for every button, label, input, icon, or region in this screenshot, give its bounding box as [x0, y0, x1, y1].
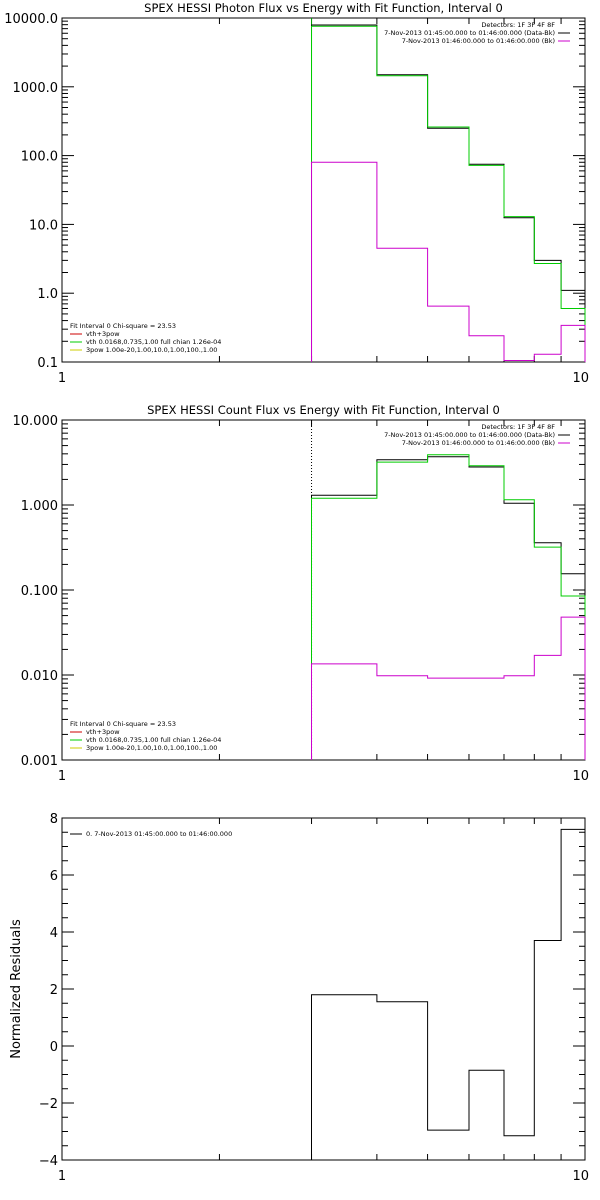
- y-tick-label: 0.100: [21, 584, 58, 599]
- legend-entry: vth 0.0168,0.735,1.00 full chian 1.26e-0…: [86, 338, 221, 346]
- y-tick-label: 1.000: [21, 499, 58, 514]
- y-tick-label: −2: [39, 1097, 58, 1112]
- y-tick-label: 0.001: [21, 754, 58, 769]
- series-1-steps: [311, 24, 586, 362]
- y-tick-label: 1000.0: [13, 81, 59, 96]
- y-tick-label: 10000.0: [4, 12, 58, 27]
- series-2-steps: [311, 454, 586, 760]
- legend-entry: vth+3pow: [86, 728, 120, 736]
- y-tick-label: −4: [39, 1154, 58, 1169]
- chart-title: SPEX HESSI Photon Flux vs Energy with Fi…: [144, 1, 503, 15]
- y-tick-label: 0.010: [21, 669, 58, 684]
- legend-header: Fit Interval 0 Chi-square = 23.53: [70, 720, 176, 728]
- y-tick-label: 1.0: [37, 287, 58, 302]
- chart-3: 1 10 8 6 4 2 0 −2 −4 Normalized Residuals 0. 7-Nov…: [9, 812, 589, 1184]
- x-tick-label: 10: [572, 769, 589, 784]
- legend-entry: 3pow 1.00e-20,1.00,10.0,1.00,100.,1.00: [86, 744, 217, 752]
- y-tick-label: 0: [50, 1040, 58, 1055]
- x-tick-label: 10: [572, 1169, 589, 1184]
- x-tick-label: 1: [58, 1169, 66, 1184]
- series-2-steps: [311, 25, 586, 362]
- chart-2: SPEX HESSI Count Flux vs Energy with Fit…: [13, 403, 590, 784]
- legend-entry: 7-Nov-2013 01:46:00.000 to 01:46:00.000 …: [402, 37, 555, 45]
- legend-entry: 7-Nov-2013 01:45:00.000 to 01:46:00.000 …: [384, 431, 555, 439]
- y-tick-label: 8: [50, 812, 58, 827]
- x-tick-label: 1: [58, 371, 66, 386]
- legend-entry: 7-Nov-2013 01:45:00.000 to 01:46:00.000 …: [384, 29, 555, 37]
- chart-title: SPEX HESSI Count Flux vs Energy with Fit…: [147, 403, 500, 417]
- legend-entry: vth+3pow: [86, 330, 120, 338]
- y-tick-label: 2: [50, 983, 58, 998]
- y-tick-label: 10.0: [29, 218, 58, 233]
- y-tick-label: 100.0: [21, 150, 58, 165]
- legend-entry: 7-Nov-2013 01:46:00.000 to 01:46:00.000 …: [402, 439, 555, 447]
- x-tick-label: 1: [58, 769, 66, 784]
- legend-entry: vth 0.0168,0.735,1.00 full chian 1.26e-0…: [86, 736, 221, 744]
- legend-header: Fit Interval 0 Chi-square = 23.53: [70, 322, 176, 330]
- plot-frame: [61, 817, 586, 1161]
- y-axis-label: Normalized Residuals: [9, 919, 24, 1059]
- y-tick-label: 0.1: [37, 356, 58, 371]
- series-3-steps: [311, 616, 586, 760]
- plot-frame: [61, 419, 586, 761]
- legend-entry: 0. 7-Nov-2013 01:45:00.000 to 01:46:00.0…: [86, 830, 232, 838]
- series-3-steps: [311, 161, 586, 362]
- series-1-steps: [311, 828, 586, 1160]
- plot-frame: [61, 17, 586, 363]
- chart-1: SPEX HESSI Photon Flux vs Energy with Fi…: [4, 1, 589, 386]
- series-1-steps: [311, 456, 586, 760]
- y-tick-label: 10.000: [13, 414, 59, 429]
- legend-entry: 3pow 1.00e-20,1.00,10.0,1.00,100.,1.00: [86, 346, 217, 354]
- y-tick-label: 4: [50, 926, 58, 941]
- legend-header: Detectors: 1F 3F 4F 8F: [481, 21, 555, 29]
- legend-header: Detectors: 1F 3F 4F 8F: [481, 423, 555, 431]
- x-tick-label: 10: [572, 371, 589, 386]
- y-tick-label: 6: [50, 869, 58, 884]
